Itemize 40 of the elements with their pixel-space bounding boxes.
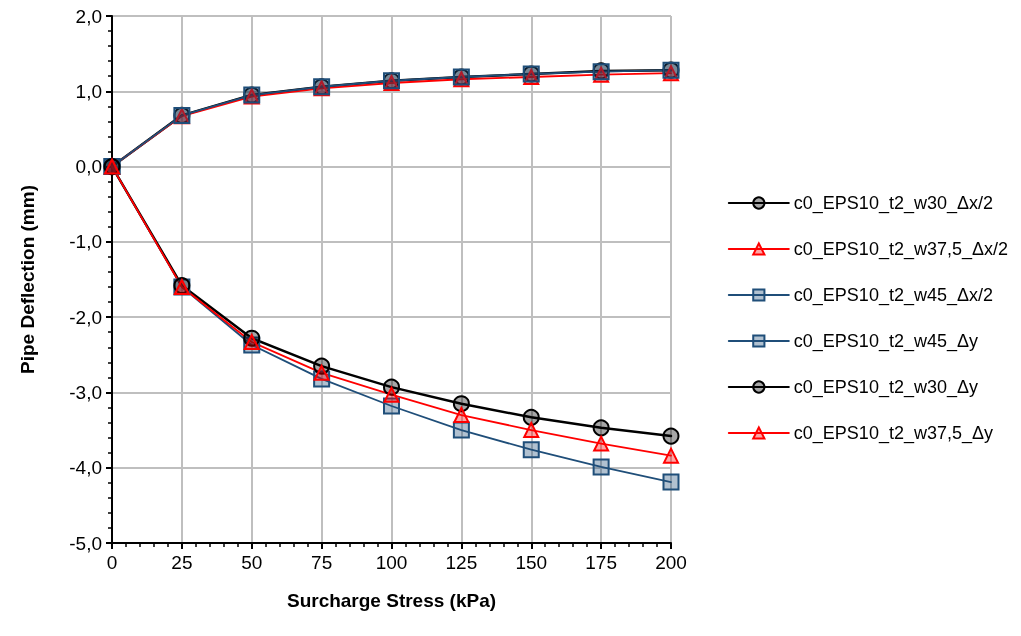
point xyxy=(592,458,610,476)
point xyxy=(452,421,470,439)
point xyxy=(662,473,680,491)
point xyxy=(383,386,400,403)
point xyxy=(593,435,610,452)
x-tick-label: 50 xyxy=(241,552,263,573)
point xyxy=(243,333,260,350)
y-tick-label: 2,0 xyxy=(75,5,102,27)
point xyxy=(453,407,470,424)
y-tick-label: -4,0 xyxy=(69,457,102,479)
x-tick-label: 125 xyxy=(445,552,478,573)
y-tick-label: -3,0 xyxy=(69,381,102,403)
point xyxy=(522,441,540,459)
y-tick-label: 0,0 xyxy=(75,156,102,178)
legend-label: c0_EPS10_t2_w30_Δx/2 xyxy=(793,193,993,214)
y-tick-label: -5,0 xyxy=(69,532,102,554)
x-tick-label: 25 xyxy=(171,552,193,573)
x-tick-label: 75 xyxy=(311,552,333,573)
x-tick-label: 200 xyxy=(655,552,687,573)
x-tick-label: 0 xyxy=(106,552,118,573)
x-axis-title: Surcharge Stress (kPa) xyxy=(286,590,497,611)
legend-label: c0_EPS10_t2_w30_Δy xyxy=(793,377,978,398)
point xyxy=(663,447,679,464)
point xyxy=(523,422,540,439)
y-tick-label: 1,0 xyxy=(75,80,102,102)
x-tick-label: 175 xyxy=(585,552,617,573)
point xyxy=(522,408,540,426)
point xyxy=(592,419,610,437)
point xyxy=(452,395,470,413)
y-axis-title: Pipe Deflection (mm) xyxy=(17,185,38,374)
legend-label: c0_EPS10_t2_w37,5_Δy xyxy=(793,423,993,444)
point xyxy=(313,364,330,381)
legend-label: c0_EPS10_t2_w45_Δx/2 xyxy=(793,285,993,306)
y-tick-label: -1,0 xyxy=(69,231,102,253)
x-tick-label: 100 xyxy=(375,552,408,573)
legend-label: c0_EPS10_t2_w37,5_Δx/2 xyxy=(793,239,1008,260)
point xyxy=(662,427,680,445)
x-tick-label: 150 xyxy=(515,552,548,573)
y-tick-label: -2,0 xyxy=(69,306,102,328)
legend-label: c0_EPS10_t2_w45_Δy xyxy=(793,331,978,352)
